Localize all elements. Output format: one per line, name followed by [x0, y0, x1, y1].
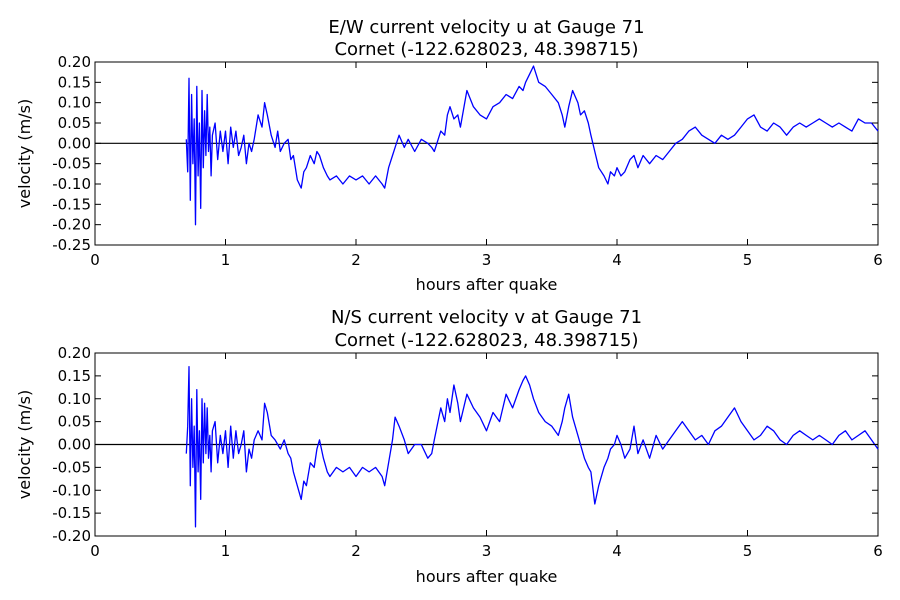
- y-axis-label: velocity (m/s): [15, 390, 34, 499]
- y-tick-label: -0.20: [52, 216, 91, 234]
- y-tick-label: 0.00: [58, 134, 91, 152]
- y-tick-label: 0.10: [58, 390, 91, 408]
- x-tick-label: 2: [351, 251, 361, 269]
- chart-ns-velocity: N/S current velocity v at Gauge 71Cornet…: [15, 307, 883, 586]
- y-axis-label: velocity (m/s): [15, 99, 34, 208]
- x-tick-label: 6: [873, 542, 883, 560]
- y-tick-label: 0.20: [58, 53, 91, 71]
- x-axis-label: hours after quake: [416, 275, 558, 294]
- y-tick-label: -0.05: [52, 458, 91, 476]
- y-tick-label: -0.15: [52, 504, 91, 522]
- x-tick-label: 5: [743, 251, 753, 269]
- x-tick-label: 3: [482, 251, 492, 269]
- x-tick-label: 4: [612, 542, 622, 560]
- y-tick-label: 0.10: [58, 94, 91, 112]
- x-tick-label: 0: [90, 251, 100, 269]
- y-tick-label: 0.15: [58, 367, 91, 385]
- chart-title: E/W current velocity u at Gauge 71: [328, 17, 644, 38]
- chart-subtitle: Cornet (-122.628023, 48.398715): [334, 330, 638, 351]
- y-tick-label: -0.20: [52, 527, 91, 545]
- y-tick-label: -0.10: [52, 481, 91, 499]
- y-tick-label: 0.05: [58, 114, 91, 132]
- x-axis-label: hours after quake: [416, 567, 558, 586]
- series-line: [185, 366, 879, 528]
- y-tick-label: 0.05: [58, 413, 91, 431]
- chart-ew-velocity: E/W current velocity u at Gauge 71Cornet…: [15, 17, 883, 294]
- chart-title: N/S current velocity v at Gauge 71: [331, 307, 642, 328]
- x-tick-label: 2: [351, 542, 361, 560]
- y-tick-label: 0.00: [58, 436, 91, 454]
- x-tick-label: 6: [873, 251, 883, 269]
- x-tick-label: 4: [612, 251, 622, 269]
- chart-subtitle: Cornet (-122.628023, 48.398715): [334, 39, 638, 60]
- x-tick-label: 1: [221, 251, 231, 269]
- y-tick-label: -0.25: [52, 236, 91, 254]
- y-tick-label: -0.05: [52, 155, 91, 173]
- x-tick-label: 3: [482, 542, 492, 560]
- y-tick-label: -0.15: [52, 195, 91, 213]
- x-tick-label: 0: [90, 542, 100, 560]
- y-tick-label: 0.20: [58, 344, 91, 362]
- y-tick-label: -0.10: [52, 175, 91, 193]
- x-tick-label: 5: [743, 542, 753, 560]
- series-line: [185, 65, 879, 226]
- y-tick-label: 0.15: [58, 73, 91, 91]
- x-tick-label: 1: [221, 542, 231, 560]
